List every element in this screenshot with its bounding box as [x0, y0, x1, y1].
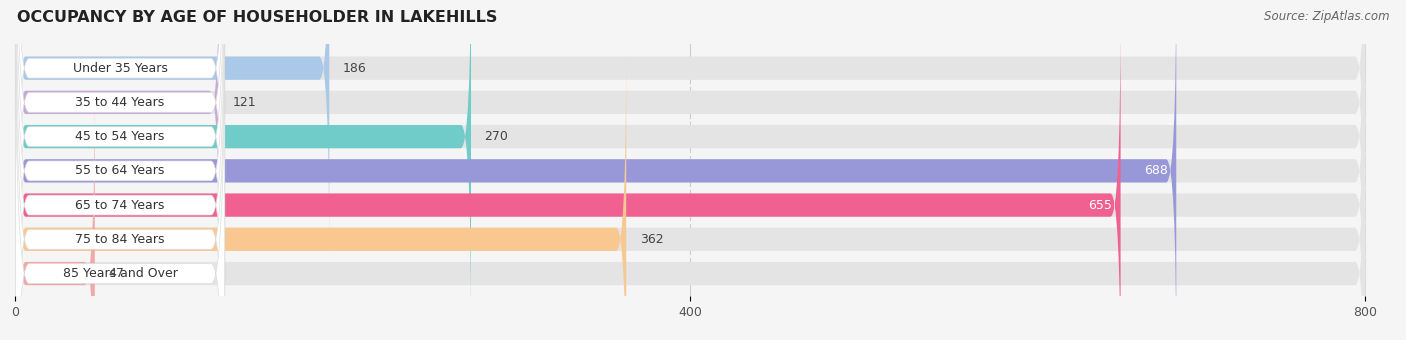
- Text: 45 to 54 Years: 45 to 54 Years: [76, 130, 165, 143]
- Text: 75 to 84 Years: 75 to 84 Years: [76, 233, 165, 246]
- FancyBboxPatch shape: [15, 10, 225, 340]
- FancyBboxPatch shape: [15, 0, 225, 340]
- FancyBboxPatch shape: [15, 0, 471, 330]
- FancyBboxPatch shape: [15, 46, 626, 340]
- FancyBboxPatch shape: [15, 0, 329, 262]
- FancyBboxPatch shape: [15, 80, 1365, 340]
- Text: 85 Years and Over: 85 Years and Over: [63, 267, 177, 280]
- FancyBboxPatch shape: [15, 0, 225, 340]
- FancyBboxPatch shape: [15, 0, 225, 332]
- Text: 655: 655: [1088, 199, 1112, 211]
- Text: 65 to 74 Years: 65 to 74 Years: [76, 199, 165, 211]
- Text: 47: 47: [108, 267, 124, 280]
- FancyBboxPatch shape: [15, 11, 1365, 340]
- FancyBboxPatch shape: [15, 0, 1365, 262]
- FancyBboxPatch shape: [15, 0, 1365, 340]
- FancyBboxPatch shape: [15, 0, 1365, 330]
- FancyBboxPatch shape: [15, 0, 1177, 340]
- Text: Under 35 Years: Under 35 Years: [73, 62, 167, 75]
- Text: 121: 121: [233, 96, 257, 109]
- Text: 35 to 44 Years: 35 to 44 Years: [76, 96, 165, 109]
- FancyBboxPatch shape: [15, 80, 94, 340]
- FancyBboxPatch shape: [15, 0, 225, 340]
- Text: 55 to 64 Years: 55 to 64 Years: [76, 164, 165, 177]
- FancyBboxPatch shape: [15, 0, 1365, 296]
- FancyBboxPatch shape: [15, 0, 219, 296]
- FancyBboxPatch shape: [15, 11, 1121, 340]
- Text: 688: 688: [1144, 164, 1168, 177]
- FancyBboxPatch shape: [15, 46, 1365, 340]
- FancyBboxPatch shape: [15, 0, 225, 340]
- Text: Source: ZipAtlas.com: Source: ZipAtlas.com: [1264, 10, 1389, 23]
- Text: 270: 270: [485, 130, 509, 143]
- Text: 186: 186: [343, 62, 367, 75]
- Text: OCCUPANCY BY AGE OF HOUSEHOLDER IN LAKEHILLS: OCCUPANCY BY AGE OF HOUSEHOLDER IN LAKEH…: [17, 10, 498, 25]
- Text: 362: 362: [640, 233, 664, 246]
- FancyBboxPatch shape: [15, 0, 225, 340]
